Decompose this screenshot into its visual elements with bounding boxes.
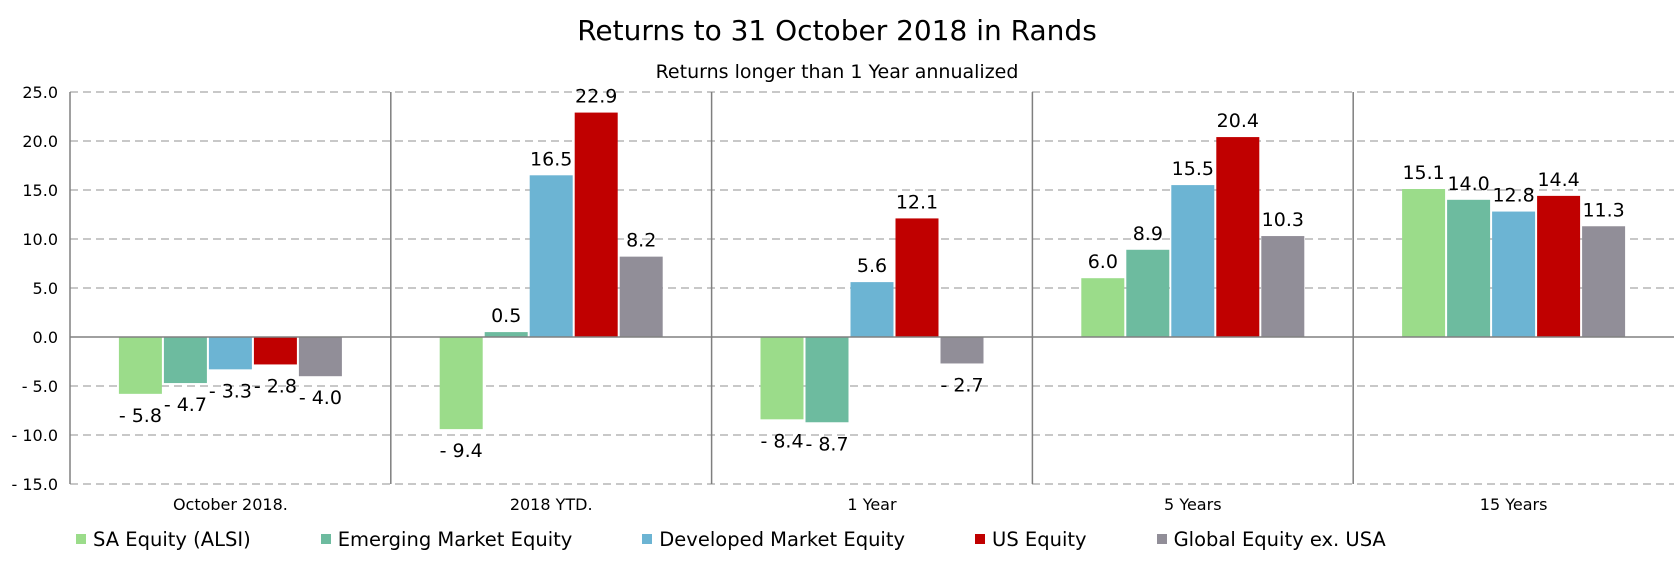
bar bbox=[1537, 195, 1581, 337]
legend-swatch bbox=[642, 534, 653, 544]
y-tick-label: 5.0 bbox=[33, 279, 58, 298]
data-label: - 2.8 bbox=[254, 375, 297, 397]
bar bbox=[574, 112, 618, 337]
legend-swatch bbox=[1156, 534, 1167, 544]
data-label: - 2.7 bbox=[940, 374, 983, 396]
bar bbox=[760, 337, 804, 420]
legend-label: Developed Market Equity bbox=[659, 527, 906, 551]
bar bbox=[1492, 211, 1536, 337]
data-label: 16.5 bbox=[530, 148, 572, 170]
y-tick-label: - 15.0 bbox=[12, 475, 58, 494]
data-label: - 8.7 bbox=[805, 433, 848, 455]
chart-subtitle: Returns longer than 1 Year annualized bbox=[655, 61, 1019, 83]
bar bbox=[529, 175, 573, 337]
bar bbox=[895, 218, 939, 337]
bar bbox=[253, 337, 297, 365]
x-tick-label: October 2018. bbox=[173, 495, 288, 514]
bar bbox=[1582, 226, 1626, 337]
x-tick-label: 2018 YTD. bbox=[510, 495, 593, 514]
data-label: 14.0 bbox=[1447, 173, 1489, 195]
y-tick-label: 20.0 bbox=[22, 132, 58, 151]
data-label: 15.5 bbox=[1172, 158, 1214, 180]
bar bbox=[484, 332, 528, 337]
legend-swatch bbox=[76, 534, 86, 544]
data-label: - 4.7 bbox=[164, 394, 207, 416]
chart-legend: SA Equity (ALSI) Emerging Market Equity De… bbox=[76, 525, 1456, 553]
data-label: - 9.4 bbox=[440, 440, 483, 462]
legend-swatch bbox=[320, 534, 331, 544]
data-label: 12.8 bbox=[1492, 185, 1534, 207]
y-tick-label: - 10.0 bbox=[12, 426, 58, 445]
data-label: 0.5 bbox=[491, 305, 521, 327]
legend-label: Global Equity ex. USA bbox=[1173, 527, 1386, 551]
bar bbox=[1447, 199, 1491, 337]
chart-title: Returns to 31 October 2018 in Rands bbox=[577, 14, 1097, 47]
y-tick-label: 15.0 bbox=[22, 181, 58, 200]
x-tick-label: 5 Years bbox=[1164, 495, 1221, 514]
y-tick-label: 10.0 bbox=[22, 230, 58, 249]
data-label: 20.4 bbox=[1217, 110, 1259, 132]
data-label: 11.3 bbox=[1582, 199, 1624, 221]
data-label: 15.1 bbox=[1402, 162, 1444, 184]
data-label: - 3.3 bbox=[209, 380, 252, 402]
bar bbox=[1216, 137, 1260, 337]
bar bbox=[805, 337, 849, 423]
legend-label: SA Equity (ALSI) bbox=[93, 527, 251, 551]
data-label: 8.2 bbox=[626, 230, 656, 252]
y-tick-label: - 5.0 bbox=[22, 377, 58, 396]
data-label: 6.0 bbox=[1088, 251, 1118, 273]
bar bbox=[940, 337, 984, 364]
bar bbox=[1081, 278, 1125, 337]
data-label: - 4.0 bbox=[299, 387, 342, 409]
legend-item: Global Equity ex. USA bbox=[1156, 527, 1386, 551]
data-label: 5.6 bbox=[857, 255, 887, 277]
bar bbox=[208, 337, 252, 370]
data-label: 10.3 bbox=[1262, 209, 1304, 231]
legend-item: Emerging Market Equity bbox=[320, 527, 573, 551]
bar bbox=[163, 337, 207, 384]
legend-item: Developed Market Equity bbox=[642, 528, 905, 551]
legend-label: Emerging Market Equity bbox=[337, 527, 573, 551]
bar bbox=[1126, 249, 1170, 337]
legend-swatch bbox=[975, 534, 986, 544]
data-label: - 8.4 bbox=[760, 430, 803, 452]
bar bbox=[850, 282, 894, 337]
data-label: 22.9 bbox=[575, 86, 617, 108]
data-label: 12.1 bbox=[896, 191, 938, 213]
data-label: - 5.8 bbox=[119, 405, 162, 427]
x-tick-label: 1 Year bbox=[847, 495, 897, 514]
y-tick-label: 0.0 bbox=[33, 328, 58, 347]
y-tick-label: 25.0 bbox=[22, 83, 58, 102]
bar bbox=[298, 337, 342, 377]
bar bbox=[619, 256, 663, 337]
legend-label: US Equity bbox=[992, 527, 1087, 551]
data-label: 14.4 bbox=[1537, 169, 1579, 191]
x-tick-label: 15 Years bbox=[1480, 495, 1548, 514]
bar bbox=[1171, 185, 1215, 337]
legend-item: SA Equity (ALSI) bbox=[76, 528, 251, 551]
bar bbox=[1402, 189, 1446, 337]
bar bbox=[118, 337, 162, 394]
bar bbox=[439, 337, 483, 430]
bar bbox=[1261, 236, 1305, 337]
legend-item: US Equity bbox=[975, 528, 1087, 551]
data-label: 8.9 bbox=[1133, 223, 1163, 245]
